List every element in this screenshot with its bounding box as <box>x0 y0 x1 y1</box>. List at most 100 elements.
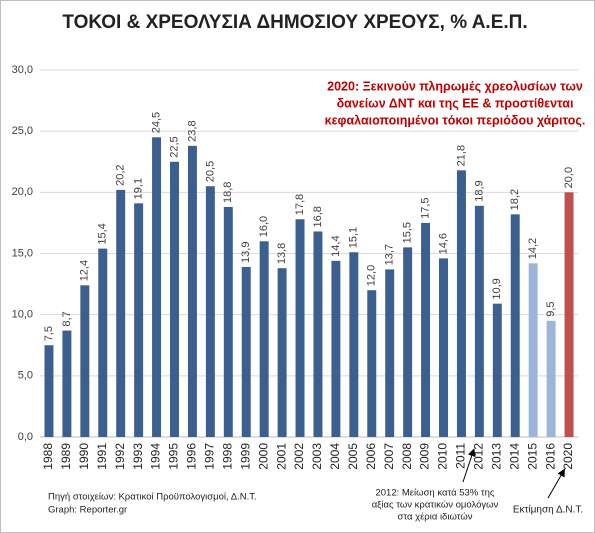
bar <box>367 290 377 437</box>
value-label: 8,7 <box>61 311 73 326</box>
bar <box>223 207 233 437</box>
bar <box>80 285 90 437</box>
y-tick-label: 10,0 <box>12 309 33 321</box>
value-label: 15,1 <box>348 227 360 248</box>
bar <box>205 186 215 437</box>
annotation: δανείων ΔΝΤ και της ΕΕ & προστίθενται <box>337 96 574 110</box>
value-label: 18,8 <box>222 182 234 203</box>
x-tick-label: 1994 <box>149 443 163 470</box>
x-tick-label: 2012 <box>472 443 486 470</box>
annotation: Εκτίμηση Δ.Ν.Τ. <box>513 504 583 516</box>
arrow <box>547 468 565 499</box>
value-label: 16,8 <box>312 206 324 227</box>
value-label: 14,4 <box>330 235 342 256</box>
x-tick-label: 2013 <box>489 443 503 470</box>
source-note: Graph: Reporter.gr <box>48 505 127 516</box>
value-label: 14,6 <box>437 233 449 254</box>
y-tick-label: 5,0 <box>18 370 33 382</box>
x-tick-label: 1997 <box>203 443 217 470</box>
x-tick-label: 1999 <box>238 443 252 470</box>
value-label: 20,2 <box>115 164 127 185</box>
bar <box>421 222 431 437</box>
value-label: 18,2 <box>509 189 521 210</box>
value-label: 17,5 <box>419 197 431 218</box>
x-tick-label: 2011 <box>454 443 468 469</box>
value-label: 15,5 <box>402 222 414 243</box>
annotation: κεφαλαιοποιημένοι τόκοι περιόδου χάριτος… <box>325 113 586 127</box>
bar <box>152 137 162 438</box>
x-tick-label: 1992 <box>113 443 127 470</box>
value-label: 23,8 <box>186 120 198 141</box>
annotation: αξίας των κρατικών ομολόγων <box>372 500 499 511</box>
x-tick-label: 2015 <box>525 443 539 470</box>
bar <box>134 203 144 437</box>
value-label: 14,2 <box>527 238 539 259</box>
bar <box>170 161 179 437</box>
value-label: 20,0 <box>563 167 575 188</box>
bar <box>187 145 197 437</box>
x-tick-label: 1993 <box>131 443 145 470</box>
x-tick-label: 2002 <box>292 443 306 470</box>
value-label: 21,8 <box>455 145 467 166</box>
bar <box>277 268 287 437</box>
bar <box>44 345 54 437</box>
value-label: 15,4 <box>97 223 109 244</box>
bar <box>492 303 502 437</box>
y-tick-label: 20,0 <box>12 186 33 198</box>
x-tick-label: 2020 <box>561 443 575 470</box>
value-label: 17,8 <box>294 194 306 215</box>
x-tick-label: 2009 <box>418 443 432 470</box>
bar <box>564 192 574 437</box>
value-label: 13,8 <box>276 243 288 264</box>
bar <box>62 330 72 437</box>
bar <box>98 248 108 437</box>
y-tick-label: 25,0 <box>12 125 33 137</box>
bar <box>456 170 466 437</box>
value-label: 20,5 <box>204 161 216 182</box>
annotation: στα χέρια ιδιωτών <box>397 512 472 523</box>
bar <box>116 189 126 437</box>
y-tick-label: 15,0 <box>12 247 33 259</box>
value-label: 24,5 <box>150 112 162 133</box>
annotation: 2012: Μείωση κατά 53% της <box>375 488 494 499</box>
bar <box>331 260 341 437</box>
x-tick-label: 2004 <box>328 443 342 470</box>
bar <box>259 241 269 437</box>
source-note: Πηγή στοιχείων: Κρατικοί Προϋπολογισμοί,… <box>48 492 257 503</box>
x-tick-label: 1989 <box>59 443 73 470</box>
bar <box>439 258 448 437</box>
value-label: 13,9 <box>240 242 252 263</box>
bar <box>385 269 395 437</box>
bar <box>510 214 520 437</box>
value-label: 12,0 <box>366 265 378 286</box>
bar <box>403 247 413 437</box>
bar <box>313 231 323 437</box>
value-label: 10,9 <box>491 278 503 299</box>
x-tick-label: 1990 <box>77 443 91 470</box>
bar <box>546 320 556 437</box>
bar <box>349 252 359 437</box>
x-tick-label: 2006 <box>364 443 378 470</box>
value-label: 12,4 <box>79 260 91 281</box>
arrow <box>462 448 476 483</box>
bar <box>295 219 305 437</box>
annotation: 2020: Ξεκινούν πληρωμές χρεολυσίων των <box>327 79 583 93</box>
x-tick-label: 1988 <box>41 443 55 470</box>
value-label: 7,5 <box>43 326 55 341</box>
value-label: 16,0 <box>258 216 270 237</box>
x-tick-label: 1998 <box>220 443 234 470</box>
y-tick-label: 0,0 <box>18 431 33 443</box>
value-label: 13,7 <box>384 244 396 265</box>
x-tick-label: 1996 <box>185 443 199 470</box>
value-label: 19,1 <box>133 178 145 199</box>
x-tick-label: 1995 <box>167 443 181 470</box>
x-tick-label: 2007 <box>382 443 396 470</box>
value-label: 9,5 <box>545 301 557 316</box>
bar <box>241 266 251 437</box>
value-label: 18,9 <box>473 180 485 201</box>
x-tick-label: 2001 <box>274 443 288 470</box>
x-tick-label: 2016 <box>543 443 557 470</box>
x-tick-label: 2003 <box>310 443 324 470</box>
bar <box>474 205 484 437</box>
